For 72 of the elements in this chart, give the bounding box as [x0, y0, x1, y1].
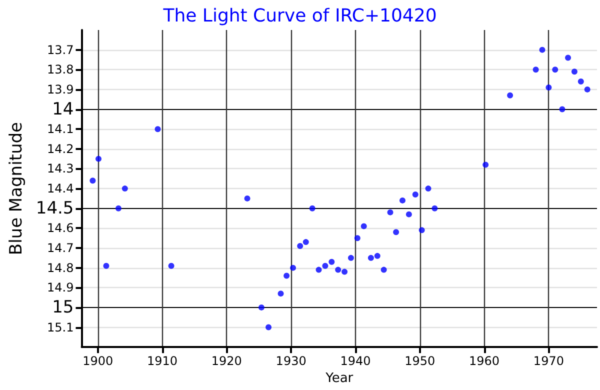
point	[584, 86, 590, 92]
y-tick-label: 14.1	[47, 122, 74, 136]
y-tick-label: 14.2	[47, 142, 74, 156]
point	[400, 197, 406, 204]
y-tick-label: 14.6	[47, 221, 74, 236]
point	[258, 304, 264, 310]
point	[278, 290, 284, 297]
x-tick-label: 1970	[533, 354, 564, 368]
y-tick-label: 14.3	[47, 162, 74, 176]
point	[348, 254, 354, 261]
y-tick-label: 14.5	[36, 198, 74, 218]
point	[90, 178, 96, 184]
y-axis-title: Blue Magnitude	[6, 122, 26, 256]
point	[552, 66, 558, 73]
point	[284, 272, 290, 279]
point	[393, 229, 400, 236]
point	[565, 54, 572, 61]
point	[309, 205, 316, 212]
y-tick-label: 14.8	[47, 260, 74, 275]
point	[302, 239, 309, 246]
y-tick-label: 13.9	[47, 82, 74, 96]
x-tick-label: 1930	[276, 354, 306, 368]
point	[335, 266, 342, 273]
point	[425, 186, 432, 192]
point	[412, 191, 418, 198]
point	[122, 186, 128, 192]
point	[244, 195, 250, 202]
point	[115, 205, 122, 212]
point	[571, 68, 578, 75]
point	[342, 268, 348, 275]
point	[406, 211, 412, 218]
point	[316, 266, 322, 273]
chart-title: The Light Curve of IRC+10420	[162, 6, 437, 26]
point	[96, 156, 102, 162]
point	[418, 227, 425, 234]
x-tick-label: 1950	[404, 354, 436, 368]
point	[368, 254, 374, 261]
y-tick-label: 13.8	[47, 62, 74, 77]
y-tick-label: 14.9	[47, 280, 74, 295]
y-tick-label: 13.7	[47, 42, 74, 57]
point	[559, 106, 566, 112]
point	[103, 262, 110, 269]
point	[168, 262, 174, 269]
point	[432, 205, 438, 212]
point	[578, 78, 584, 85]
point	[546, 84, 552, 90]
x-tick-label: 1910	[146, 354, 178, 368]
y-tick-label: 14.4	[47, 182, 74, 196]
point	[328, 258, 335, 265]
point	[539, 46, 546, 53]
point	[374, 252, 380, 259]
point	[507, 92, 514, 98]
point	[532, 66, 539, 73]
y-tick-label: 14.7	[47, 241, 74, 256]
point	[354, 235, 360, 242]
point	[387, 209, 394, 216]
point	[482, 162, 489, 168]
y-tick-label: 14	[52, 99, 74, 120]
point	[297, 243, 304, 250]
point	[154, 126, 161, 132]
x-tick-label: 1900	[82, 354, 114, 368]
x-tick-label: 1960	[469, 354, 500, 368]
y-tick-label: 15	[52, 297, 74, 318]
x-axis-title: Year	[324, 371, 354, 386]
x-tick-label: 1940	[340, 354, 371, 368]
point	[322, 262, 328, 269]
point	[290, 264, 296, 271]
point	[380, 266, 387, 273]
x-tick-label: 1920	[211, 354, 242, 368]
y-tick-label: 15.1	[47, 320, 74, 334]
point	[266, 324, 272, 330]
point	[360, 223, 367, 230]
